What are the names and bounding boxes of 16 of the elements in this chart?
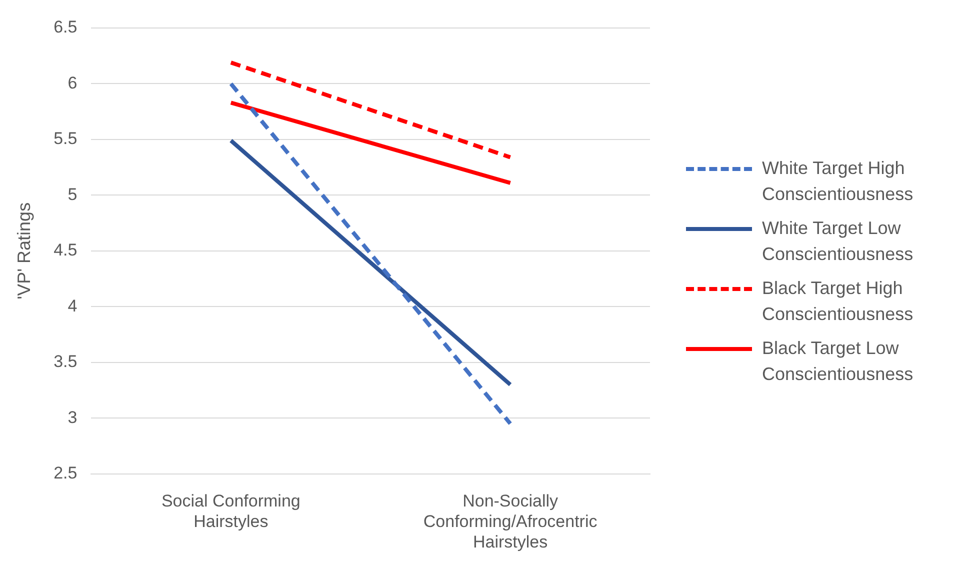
y-tick-label: 5.5 xyxy=(54,129,78,148)
legend-label: White Target High Conscientiousness xyxy=(762,157,914,206)
legend-label: Black Target High Conscientiousness xyxy=(762,277,914,326)
legend-label: Black Target Low Conscientiousness xyxy=(762,337,914,386)
y-tick-label: 2.5 xyxy=(54,463,78,482)
y-tick-label: 3 xyxy=(68,408,78,427)
y-tick-label: 4.5 xyxy=(54,240,78,260)
y-tick-label: 5 xyxy=(68,184,78,204)
y-tick-label: 3.5 xyxy=(54,352,78,372)
x-tick-label: Social Conforming Hairstyles xyxy=(161,492,300,532)
y-tick-label: 6 xyxy=(68,73,78,92)
y-tick-label: 6.5 xyxy=(54,18,78,37)
y-axis-title: 'VP' Ratings xyxy=(14,202,34,300)
legend-label: White Target Low Conscientiousness xyxy=(762,217,914,266)
y-tick-label: 4 xyxy=(68,296,78,316)
x-tick-label: Non-Socially Conforming/Afrocentric Hairstyles xyxy=(423,492,598,552)
